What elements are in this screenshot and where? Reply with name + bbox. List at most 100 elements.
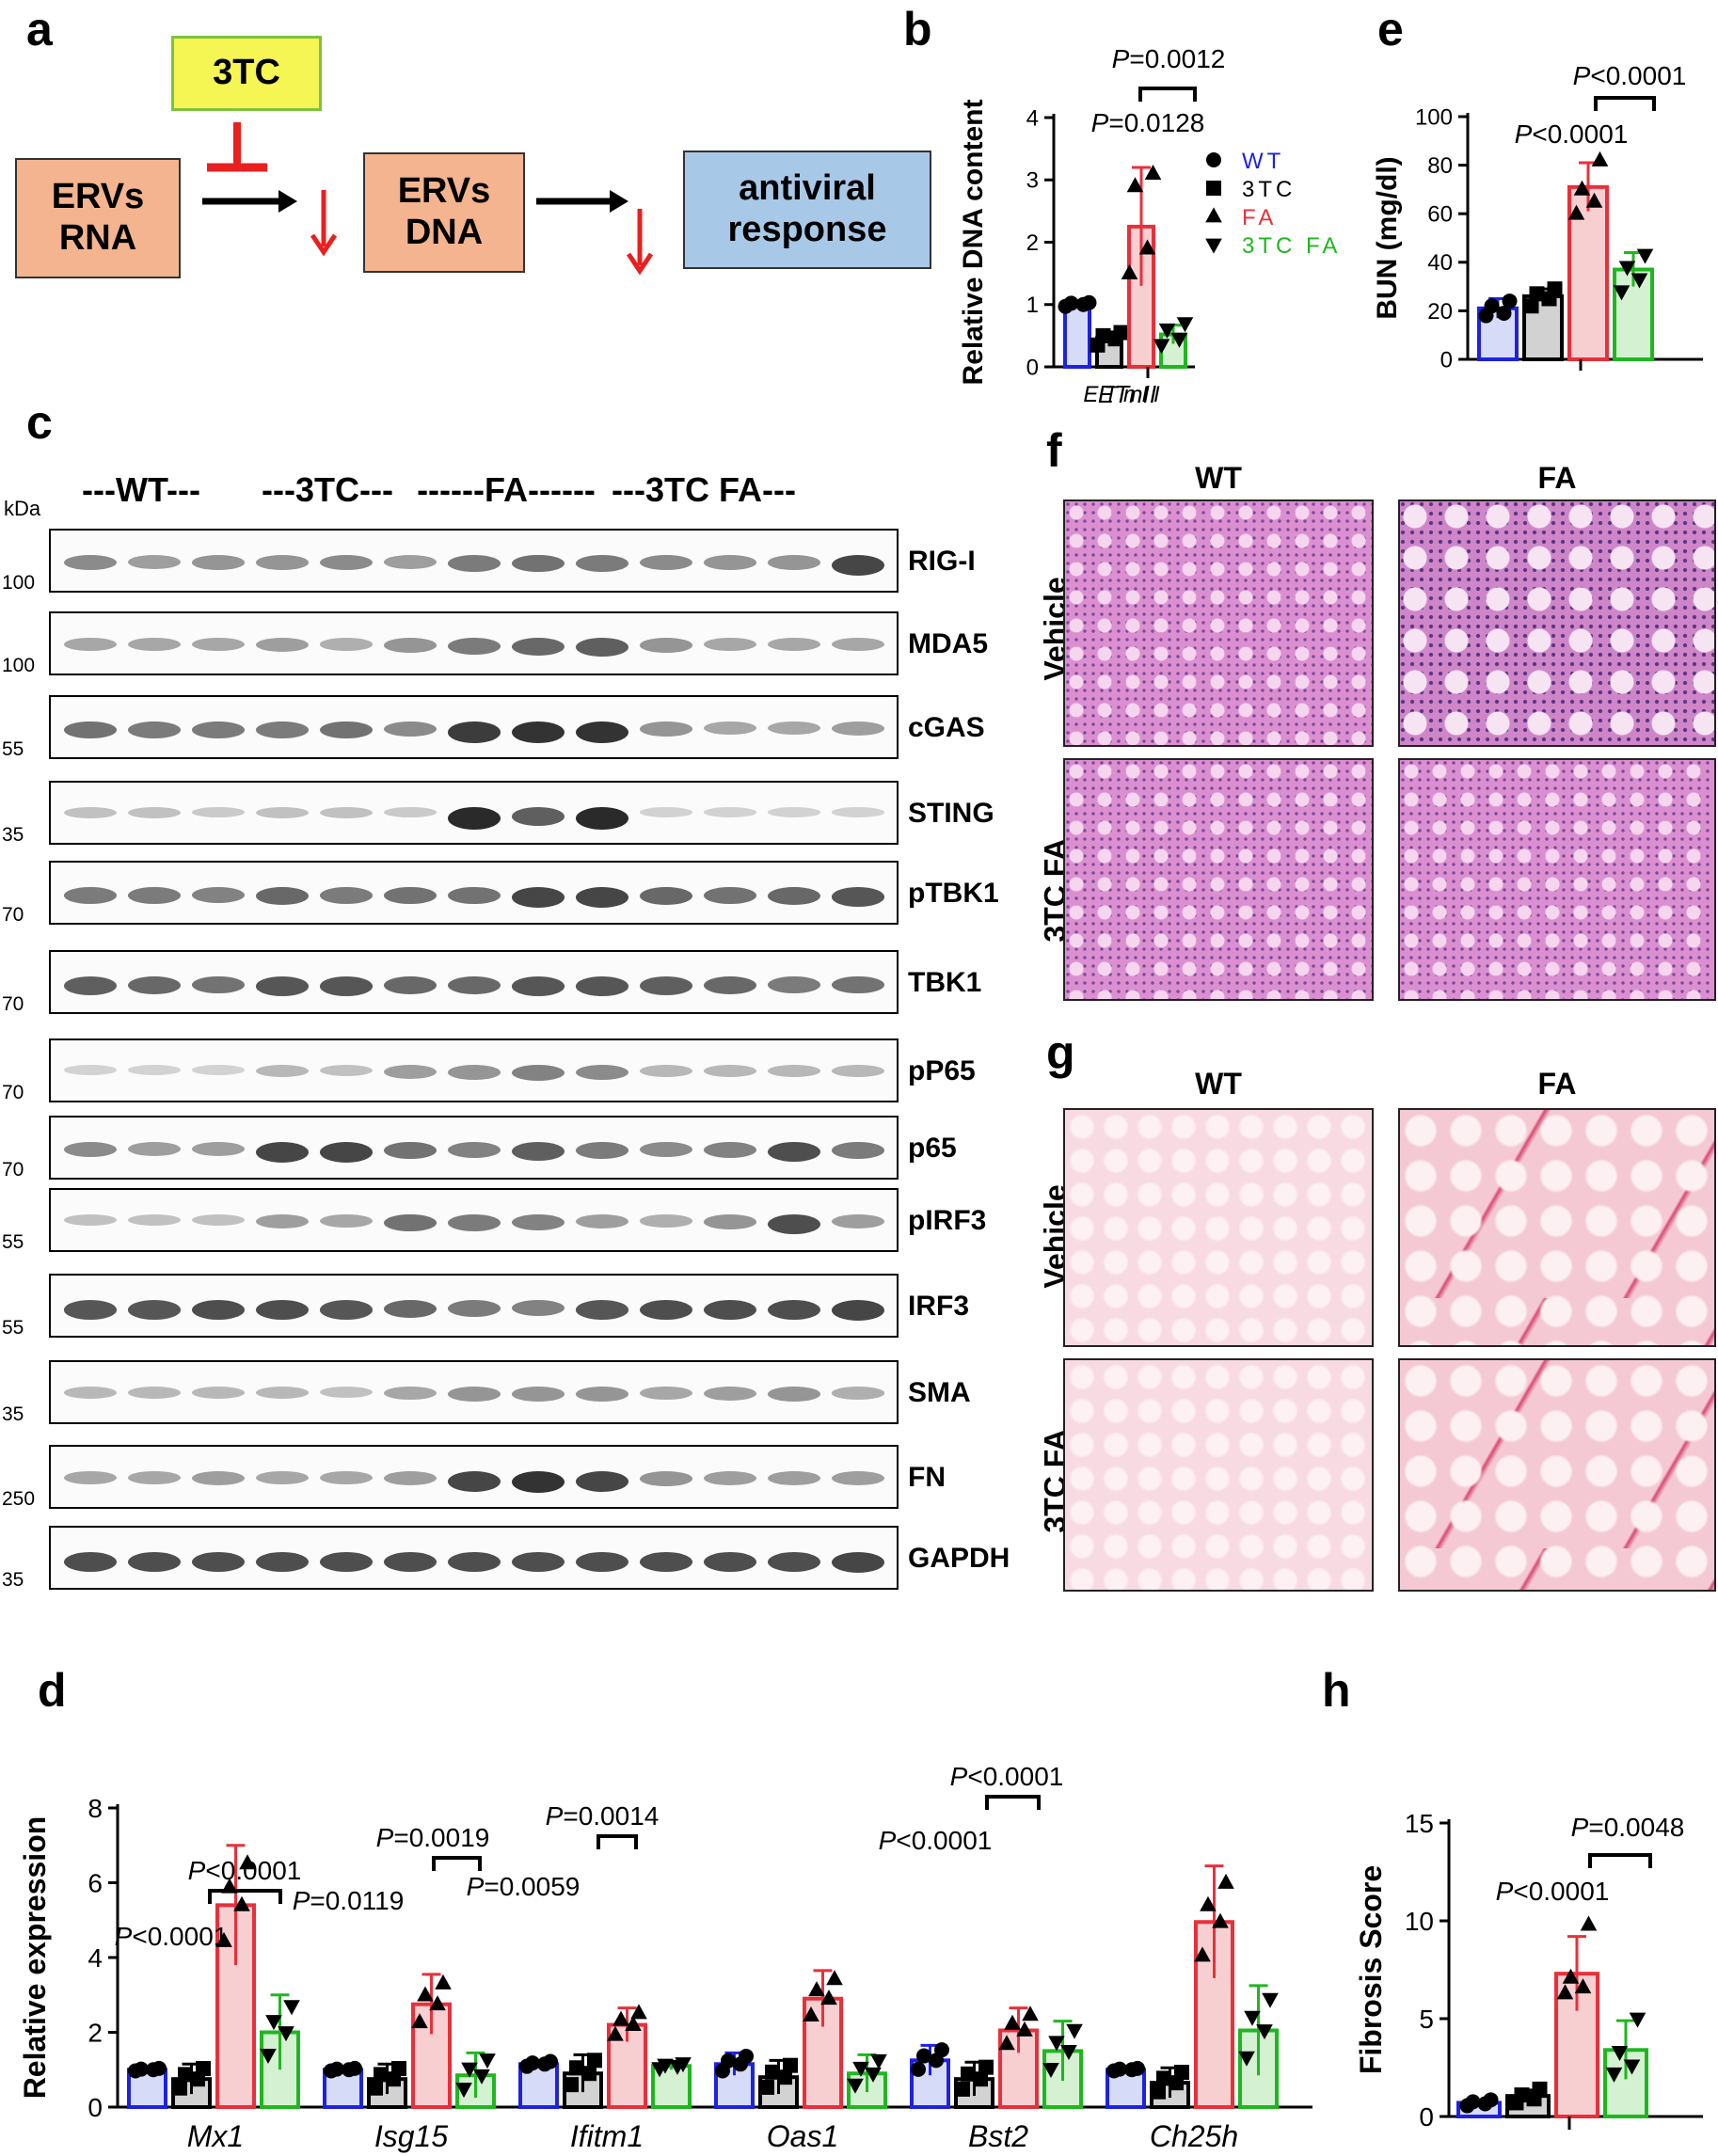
d-point-3-2-0 xyxy=(803,2006,819,2022)
blot-p65 xyxy=(49,1116,899,1180)
e-ytick-label-3: 60 xyxy=(1427,202,1453,228)
band-rig-i-4 xyxy=(320,555,373,571)
d-cat-Ch25h: Ch25h xyxy=(1150,2119,1238,2153)
b-point-0-2-2 xyxy=(1126,177,1144,193)
band-cgas-5 xyxy=(384,721,437,737)
h-point-0-2-0 xyxy=(1556,1984,1574,2000)
band-pirf3-1 xyxy=(128,1214,181,1227)
band-sting-4 xyxy=(320,807,373,819)
band-mda5-11 xyxy=(768,638,820,652)
band-gapdh-9 xyxy=(640,1552,692,1573)
he-image-fa-vehicle xyxy=(1398,499,1716,747)
band-p65-9 xyxy=(640,1142,692,1158)
d-bracket-1 xyxy=(432,1856,482,1871)
band-tbk1-8 xyxy=(576,976,628,996)
e-point-0-3-2 xyxy=(1618,261,1636,277)
band-gapdh-12 xyxy=(832,1552,884,1573)
d-point-5-3-3 xyxy=(1262,1992,1279,2008)
drug-box-3tc: 3TC xyxy=(171,36,322,111)
band-p65-2 xyxy=(192,1142,245,1156)
blot-label-pp65: pP65 xyxy=(908,1055,976,1086)
mw-marker-0: 100 xyxy=(2,572,36,594)
e-ylabel: BUN (mg/dl) xyxy=(1372,156,1403,319)
b-point-0-3-3 xyxy=(1176,317,1194,333)
e-point-0-1-3 xyxy=(1547,281,1563,297)
d-bracket-0 xyxy=(208,1889,282,1904)
band-tbk1-3 xyxy=(256,976,309,996)
d-point-1-3-3 xyxy=(479,2053,496,2069)
band-fn-11 xyxy=(768,1471,820,1485)
g-col-fa: FA xyxy=(1537,1067,1577,1101)
band-ptbk1-0 xyxy=(64,887,117,904)
sr-image-wt-vehicle xyxy=(1063,1108,1374,1347)
b-legend-marker-2 xyxy=(1205,207,1222,223)
e-point-0-2-2 xyxy=(1573,180,1591,196)
band-pirf3-6 xyxy=(448,1214,501,1231)
b-bracket-fa-3tcfa xyxy=(1138,87,1197,102)
band-tbk1-0 xyxy=(64,976,117,995)
b-ytick-label-3: 3 xyxy=(1026,168,1039,194)
blot-label-ptbk1: pTBK1 xyxy=(908,878,999,909)
band-fn-10 xyxy=(704,1471,756,1485)
d-point-1-2-3 xyxy=(435,1974,452,1990)
blot-label-sting: STING xyxy=(908,798,994,829)
h-pvalue-2: P<0.0001 xyxy=(1496,1877,1610,1906)
band-sma-4 xyxy=(320,1387,373,1399)
band-pp65-4 xyxy=(320,1065,373,1077)
lane-group-3: ---3TC FA--- xyxy=(612,470,796,509)
mw-marker-6: 70 xyxy=(2,1082,24,1103)
band-sma-3 xyxy=(256,1387,309,1399)
d-point-3-1-2 xyxy=(765,2064,780,2080)
d-point-1-2-1 xyxy=(429,1995,446,2011)
h-ytick-label-1: 5 xyxy=(1419,2005,1434,2034)
band-irf3-4 xyxy=(320,1300,373,1320)
d-point-0-0-3 xyxy=(151,2060,167,2076)
d-ylabel: Relative expression xyxy=(19,1816,52,2100)
d-point-5-2-2 xyxy=(1200,1895,1217,1911)
d-ytick-label-3: 6 xyxy=(87,1868,103,1897)
band-ptbk1-7 xyxy=(512,887,565,908)
d-point-4-0-0 xyxy=(911,2061,926,2077)
b-pvalue-1: P=0.0012 xyxy=(1112,44,1226,73)
band-cgas-11 xyxy=(768,721,820,736)
d-point-4-3-1 xyxy=(1060,2044,1077,2060)
d-pvalue-5: P=0.0059 xyxy=(467,1872,581,1901)
band-fn-6 xyxy=(448,1471,501,1492)
band-fn-8 xyxy=(576,1471,628,1492)
band-pirf3-12 xyxy=(832,1214,884,1229)
d-point-5-2-0 xyxy=(1194,1946,1211,1962)
h-point-0-2-2 xyxy=(1562,1968,1580,1984)
band-irf3-5 xyxy=(384,1300,437,1319)
b-legend-0: WT xyxy=(1242,149,1284,174)
kda-label: kDa xyxy=(4,497,41,520)
he-image-fa-3tcfa xyxy=(1398,758,1716,1001)
blot-fn xyxy=(49,1445,899,1509)
e-bracket-fa-3tcfa xyxy=(1594,96,1656,111)
panel-label-b: b xyxy=(903,3,932,55)
band-sting-10 xyxy=(704,807,756,817)
band-sting-5 xyxy=(384,807,437,818)
band-gapdh-1 xyxy=(128,1552,181,1573)
band-pp65-0 xyxy=(64,1065,117,1075)
band-p65-11 xyxy=(768,1142,820,1163)
band-ptbk1-5 xyxy=(384,887,437,905)
band-ptbk1-12 xyxy=(832,887,884,907)
d-point-4-0-2 xyxy=(916,2048,931,2064)
b-point-0-1-3 xyxy=(1113,325,1129,341)
band-p65-6 xyxy=(448,1142,501,1158)
band-rig-i-2 xyxy=(192,555,245,570)
band-rig-i-3 xyxy=(256,555,309,570)
band-pp65-2 xyxy=(192,1065,245,1075)
band-gapdh-8 xyxy=(576,1552,628,1573)
band-pp65-5 xyxy=(384,1065,437,1079)
h-point-0-0-2 xyxy=(1465,2094,1481,2110)
band-sma-12 xyxy=(832,1387,884,1400)
panel-label-f: f xyxy=(1046,424,1062,477)
d-point-1-3-2 xyxy=(461,2062,478,2078)
b-point-0-0-3 xyxy=(1081,294,1097,310)
band-tbk1-2 xyxy=(192,976,245,994)
band-irf3-7 xyxy=(512,1300,565,1316)
band-ptbk1-2 xyxy=(192,887,245,903)
band-cgas-7 xyxy=(512,721,565,744)
e-ytick-label-4: 80 xyxy=(1427,153,1453,179)
